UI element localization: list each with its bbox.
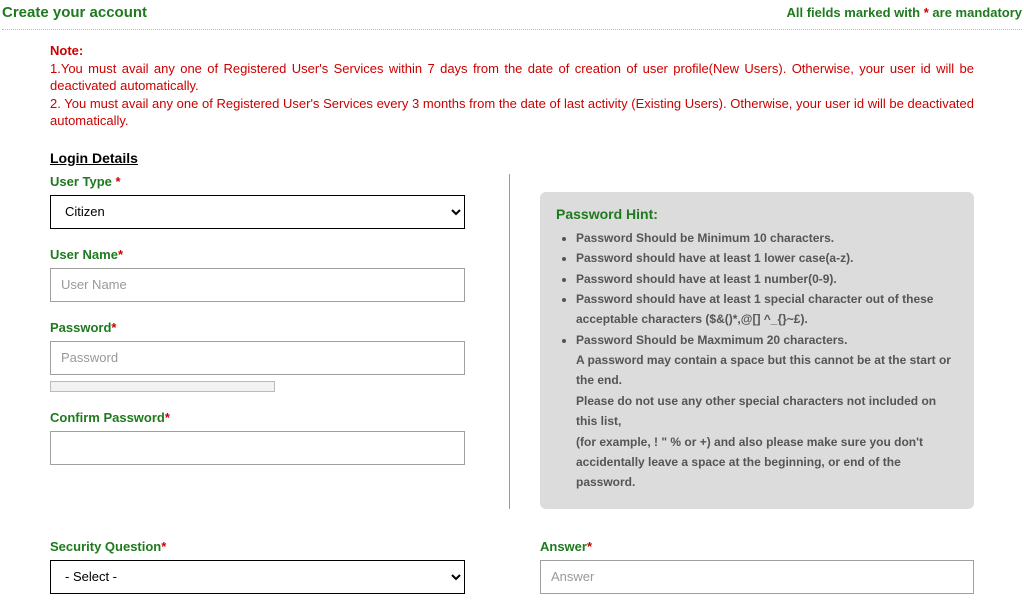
password-label-text: Password bbox=[50, 320, 111, 335]
note-line-1: 1.You must avail any one of Registered U… bbox=[50, 61, 974, 94]
password-hint-item: Password Should be Maxmimum 20 character… bbox=[576, 330, 958, 350]
security-question-select[interactable]: - Select - bbox=[50, 560, 465, 594]
password-hint-item: Password Should be Minimum 10 characters… bbox=[576, 228, 958, 248]
security-question-label-text: Security Question bbox=[50, 539, 161, 554]
required-ast: * bbox=[116, 174, 121, 189]
required-ast: * bbox=[111, 320, 116, 335]
mandatory-notice: All fields marked with * are mandatory bbox=[786, 5, 1022, 20]
mandatory-suffix: are mandatory bbox=[929, 5, 1022, 20]
password-label: Password* bbox=[50, 320, 465, 335]
password-hint-item: Password should have at least 1 lower ca… bbox=[576, 248, 958, 268]
mandatory-prefix: All fields marked with bbox=[786, 5, 923, 20]
required-ast: * bbox=[587, 539, 592, 554]
divider bbox=[2, 29, 1022, 30]
page-title: Create your account bbox=[2, 4, 147, 21]
confirm-password-label: Confirm Password* bbox=[50, 410, 465, 425]
user-type-label: User Type * bbox=[50, 174, 465, 189]
required-ast: * bbox=[118, 247, 123, 262]
password-strength-meter bbox=[50, 381, 275, 392]
password-input[interactable] bbox=[50, 341, 465, 375]
user-type-select[interactable]: Citizen bbox=[50, 195, 465, 229]
password-hint-item: Password should have at least 1 special … bbox=[576, 289, 958, 330]
password-hint-title: Password Hint: bbox=[556, 206, 958, 222]
password-hint-sub: (for example, ! " % or +) and also pleas… bbox=[556, 432, 958, 493]
answer-label-text: Answer bbox=[540, 539, 587, 554]
user-name-label-text: User Name bbox=[50, 247, 118, 262]
confirm-password-label-text: Confirm Password bbox=[50, 410, 165, 425]
answer-label: Answer* bbox=[540, 539, 974, 554]
note-title: Note: bbox=[50, 43, 83, 58]
user-name-label: User Name* bbox=[50, 247, 465, 262]
password-hint-list: Password Should be Minimum 10 characters… bbox=[556, 228, 958, 350]
security-question-label: Security Question* bbox=[50, 539, 465, 554]
user-name-input[interactable] bbox=[50, 268, 465, 302]
password-hint-box: Password Hint: Password Should be Minimu… bbox=[540, 192, 974, 509]
password-hint-item: Password should have at least 1 number(0… bbox=[576, 269, 958, 289]
required-ast: * bbox=[161, 539, 166, 554]
password-hint-sub: Please do not use any other special char… bbox=[556, 391, 958, 432]
confirm-password-input[interactable] bbox=[50, 431, 465, 465]
answer-input[interactable] bbox=[540, 560, 974, 594]
vertical-divider bbox=[509, 174, 510, 509]
note-line-2: 2. You must avail any one of Registered … bbox=[50, 96, 974, 129]
password-hint-sub: A password may contain a space but this … bbox=[556, 350, 958, 391]
required-ast: * bbox=[165, 410, 170, 425]
user-type-label-text: User Type bbox=[50, 174, 112, 189]
note-block: Note: 1.You must avail any one of Regist… bbox=[50, 42, 974, 130]
section-login-details: Login Details bbox=[50, 150, 1024, 166]
